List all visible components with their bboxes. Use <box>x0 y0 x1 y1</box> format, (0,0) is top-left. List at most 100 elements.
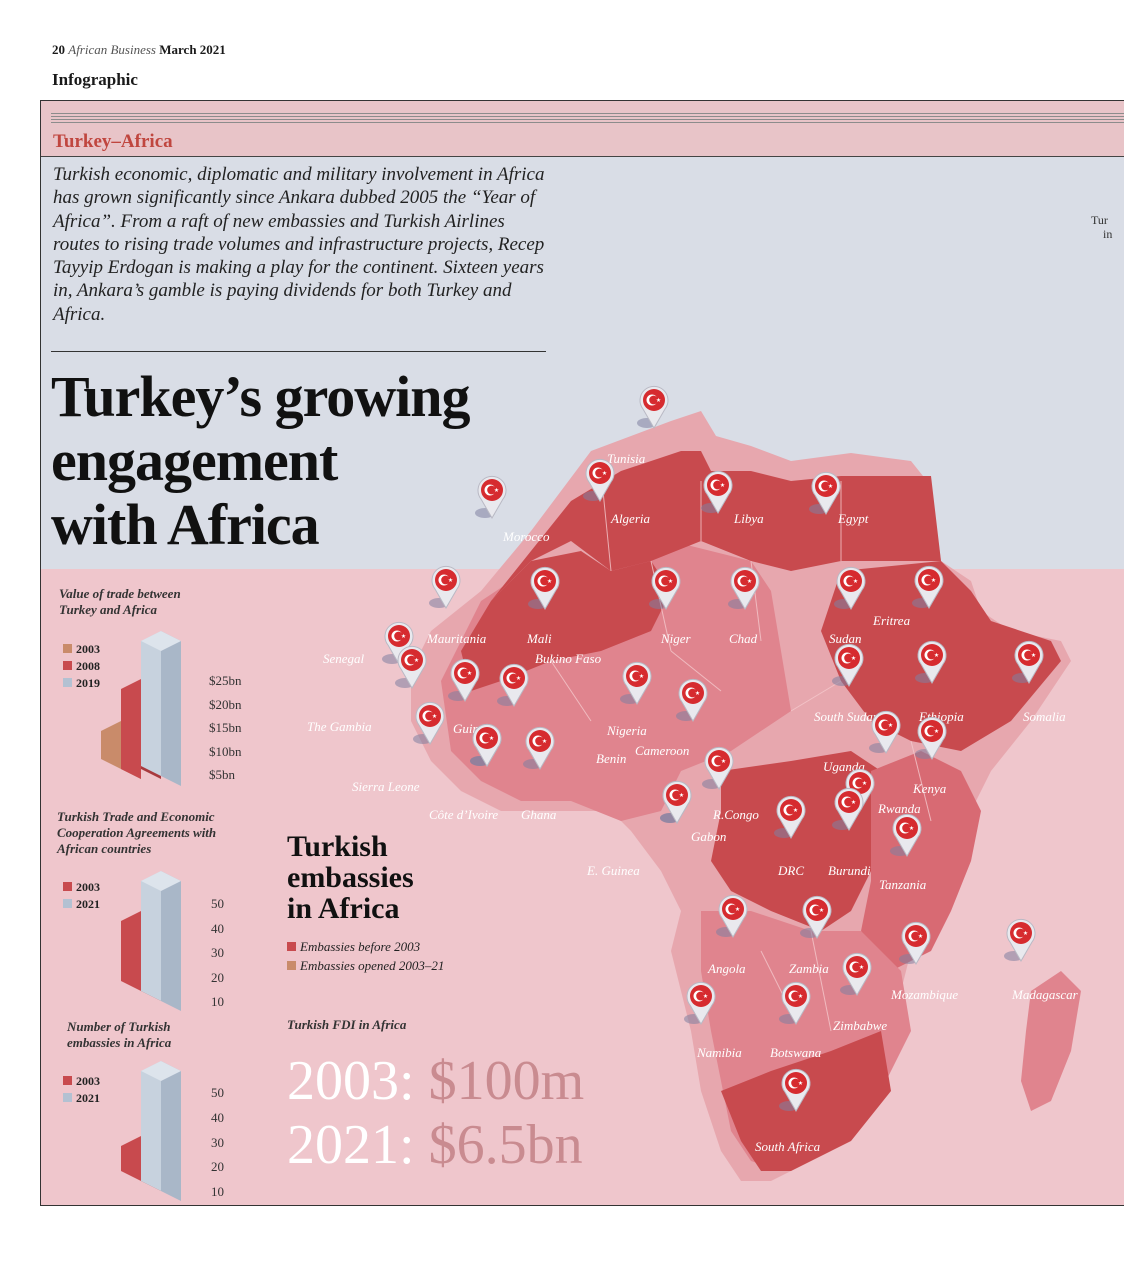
pin-zambia-icon <box>800 895 832 939</box>
country-label-madagascar: Madagascar <box>1012 987 1078 1002</box>
legend-item: 2008 <box>63 658 100 675</box>
pin-bukino-faso-icon <box>395 645 427 689</box>
pin-ghana-icon <box>523 726 555 770</box>
country-label-south-sudan: South Sudan <box>814 709 880 724</box>
pin-burundi-icon <box>832 787 864 831</box>
pin-algeria-icon <box>583 458 615 502</box>
country-label-gabon: Gabon <box>691 829 727 844</box>
embassy-count-3d-bars <box>121 1061 181 1201</box>
country-label-bukino-faso: Bukino Faso <box>535 651 602 666</box>
fdi-year: 2003: <box>287 1050 415 1112</box>
kicker: Turkey–Africa <box>53 131 173 152</box>
country-label-kenya: Kenya <box>913 781 947 796</box>
country-label-libya: Libya <box>734 511 764 526</box>
pin-madagascar-icon <box>1004 918 1036 962</box>
country-label-egypt: Egypt <box>838 511 869 526</box>
fdi-row-2003: 2003: $100m <box>287 1051 584 1111</box>
country-label-ghana: Ghana <box>521 807 557 822</box>
page-number: 20 <box>52 42 65 57</box>
region-south-africa <box>721 1031 891 1171</box>
tick-label: 30 <box>211 945 224 961</box>
country-label-tunisia: Tunisia <box>607 451 646 466</box>
pin-libya-icon <box>701 470 733 514</box>
country-label-the-gambia: The Gambia <box>307 719 372 734</box>
legend-item: 2021 <box>63 896 100 913</box>
country-label-tanzania: Tanzania <box>879 877 927 892</box>
pin-benin-icon <box>497 663 529 707</box>
title-line: Turkish <box>287 830 388 863</box>
pin-the-gambia-icon <box>413 701 445 745</box>
country-label-chad: Chad <box>729 631 758 646</box>
pin-tunisia-icon <box>637 385 669 429</box>
legend-item: 2003 <box>63 641 100 658</box>
pin-mozambique-icon <box>899 921 931 965</box>
cut-off-line: Tur <box>1091 213 1108 227</box>
pins-layer: Tunisia Morocco Algeria Libya Egypt Mauritani… <box>41 101 1124 1205</box>
title-line: in Africa <box>287 892 400 925</box>
embassies-legend: Embassies before 2003 Embassies opened 2… <box>287 937 444 975</box>
legend-item: 2003 <box>63 1073 100 1090</box>
bar-2008 <box>121 679 141 779</box>
embassies-title: Turkish embassies in Africa <box>287 831 414 924</box>
country-label-r-congo: R.Congo <box>713 807 759 822</box>
bar-2019 <box>141 631 161 776</box>
country-label-mozambique: Mozambique <box>891 987 959 1002</box>
country-label-angola: Angola <box>708 961 746 976</box>
pin-kenya-icon <box>915 716 947 760</box>
legend-embassy-count: 2003 2021 <box>63 1073 100 1107</box>
pin-somalia-icon <box>1012 640 1044 684</box>
header-rules <box>51 113 1124 123</box>
country-label-nigeria: Nigeria <box>607 723 647 738</box>
country-label-somalia: Somalia <box>1023 709 1066 724</box>
pin-c-te-d-ivoire-icon <box>470 723 502 767</box>
page-folio: 20 African Business March 2021 <box>52 42 226 58</box>
country-label-zambia: Zambia <box>789 961 829 976</box>
tick-label: 20 <box>211 969 224 985</box>
country-label-zimbabwe: Zimbabwe <box>833 1018 888 1033</box>
pin-mauritania-icon <box>429 565 461 609</box>
pin-cameroon-icon <box>676 678 708 722</box>
standfirst: Turkish economic, diplomatic and militar… <box>53 164 545 325</box>
cut-off-text: Tur in <box>1091 213 1112 241</box>
pin-r-congo-icon <box>702 746 734 790</box>
legend-item: 2021 <box>63 1090 100 1107</box>
issue-date: March 2021 <box>159 42 226 57</box>
legend-agreements: 2003 2021 <box>63 879 100 913</box>
legend-item: Embassies opened 2003–21 <box>287 956 444 975</box>
country-label-mauritania: Mauritania <box>427 631 487 646</box>
pin-ethiopia-icon <box>915 640 947 684</box>
tick-label: 50 <box>211 1085 224 1100</box>
tick-label: 40 <box>211 920 224 936</box>
fdi-value: $6.5bn <box>428 1114 583 1176</box>
legend-trade-value: 2003 2008 2019 <box>63 641 100 692</box>
fdi-title: Turkish FDI in Africa <box>287 1017 407 1032</box>
pin-mali-icon <box>528 566 560 610</box>
tick-label: $10bn <box>209 743 242 759</box>
tick-list-agreements: 50 40 30 20 10 <box>211 892 224 1015</box>
panel-title-agreements: Turkish Trade and Economic Cooperation A… <box>57 809 217 856</box>
tick-label: $20bn <box>209 696 242 712</box>
country-label-cameroon: Cameroon <box>635 743 690 758</box>
legend-item: 2019 <box>63 675 100 692</box>
pin-niger-icon <box>649 566 681 610</box>
tick-list-trade-value: $25bn $20bn $15bn $10bn $5bn <box>209 669 242 787</box>
country-label-south-africa: South Africa <box>755 1139 821 1154</box>
pin-namibia-icon <box>684 981 716 1025</box>
tick-label: $25bn <box>209 673 242 688</box>
pin-chad-icon <box>728 566 760 610</box>
pin-drc-icon <box>774 795 806 839</box>
headline-line: Turkey’s growing <box>51 364 471 429</box>
trade-value-3d-bars <box>101 631 181 786</box>
country-label-benin: Benin <box>596 751 627 766</box>
country-label-morocco: Morocco <box>503 529 550 544</box>
country-label-sierra-leone: Sierra Leone <box>352 779 420 794</box>
tick-label: 20 <box>211 1159 224 1175</box>
cut-off-line: in <box>1103 227 1113 241</box>
legend-item: Embassies before 2003 <box>287 937 444 956</box>
section-label: Infographic <box>52 70 138 89</box>
country-label-algeria: Algeria <box>611 511 650 526</box>
tick-label: $15bn <box>209 720 242 735</box>
fdi-year: 2021: <box>287 1114 415 1176</box>
country-label-mali: Mali <box>527 631 552 646</box>
agreements-3d-bars <box>121 871 181 1011</box>
